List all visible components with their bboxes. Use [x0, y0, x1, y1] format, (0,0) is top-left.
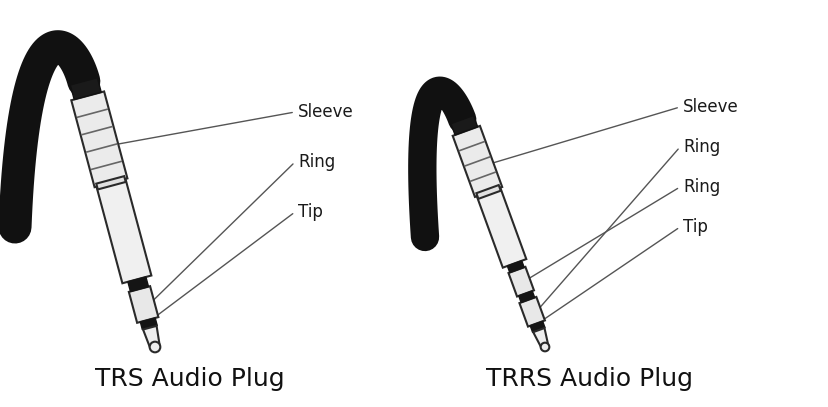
Circle shape — [150, 342, 160, 352]
Text: Sleeve: Sleeve — [682, 98, 738, 116]
Polygon shape — [532, 328, 547, 348]
Polygon shape — [143, 326, 160, 348]
Polygon shape — [507, 261, 523, 273]
Polygon shape — [476, 188, 526, 268]
Text: Ring: Ring — [297, 153, 335, 171]
Text: Ring: Ring — [682, 178, 720, 196]
Polygon shape — [96, 176, 126, 189]
Polygon shape — [71, 92, 128, 187]
Text: Sleeve: Sleeve — [297, 103, 354, 121]
Polygon shape — [96, 179, 152, 283]
Polygon shape — [508, 267, 533, 297]
Polygon shape — [452, 126, 502, 197]
Polygon shape — [519, 297, 544, 326]
Polygon shape — [476, 185, 500, 199]
Circle shape — [540, 343, 549, 351]
Text: Tip: Tip — [682, 218, 707, 236]
Polygon shape — [518, 291, 534, 302]
Text: TRRS Audio Plug: TRRS Audio Plug — [486, 367, 693, 391]
Polygon shape — [70, 78, 101, 99]
Text: Tip: Tip — [297, 203, 322, 221]
Polygon shape — [450, 116, 477, 135]
Text: Ring: Ring — [682, 138, 720, 156]
Polygon shape — [128, 286, 158, 323]
Text: TRS Audio Plug: TRS Audio Plug — [95, 367, 285, 391]
Polygon shape — [530, 321, 544, 333]
Polygon shape — [140, 318, 157, 330]
Polygon shape — [128, 277, 148, 291]
